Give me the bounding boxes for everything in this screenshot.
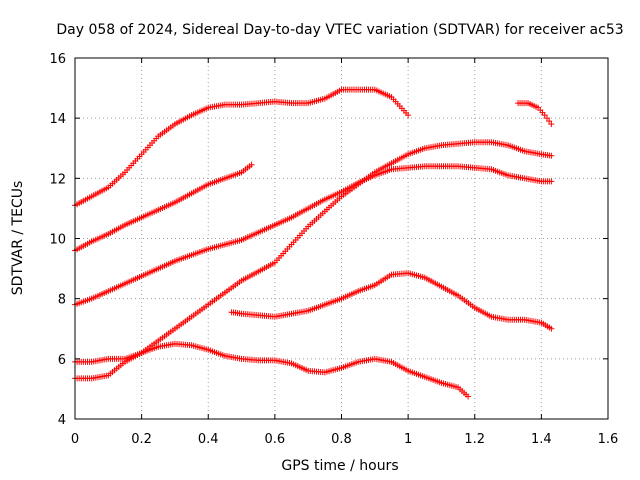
series-track-4 [72,139,555,365]
series-track-7 [515,100,555,128]
data-point [548,152,555,159]
y-tick-label: 14 [49,112,66,127]
x-tick-label: 0 [71,432,79,447]
axis-ticks [74,57,609,420]
x-tick-label: 1.6 [598,432,619,447]
series-track-5 [72,340,472,400]
x-tick-label: 0.2 [131,432,152,447]
x-tick-labels: 0 0.2 0.4 0.6 0.8 1 1.2 1.4 1.6 [71,432,618,447]
x-tick-label: 1 [404,432,412,447]
data-point [405,112,412,119]
y-axis-label: SDTVAR / TECUs [10,181,26,296]
series-track-2 [72,161,255,254]
y-tick-label: 16 [49,52,66,67]
data-point [546,118,553,125]
data-point [248,161,255,168]
series-track-3 [72,163,555,308]
series-track-1 [72,86,412,209]
x-tick-label: 1.4 [531,432,552,447]
data-points [72,86,555,400]
x-tick-label: 1.2 [464,432,485,447]
data-point [548,178,555,185]
x-tick-label: 0.6 [265,432,286,447]
chart-title: Day 058 of 2024, Sidereal Day-to-day VTE… [56,22,623,38]
data-point [543,115,550,122]
grid-lines [75,58,608,419]
y-tick-label: 8 [58,293,66,308]
y-tick-labels: 4 6 8 10 12 14 16 [49,52,66,428]
data-point [541,112,548,119]
y-tick-label: 10 [49,233,66,248]
data-point [465,393,472,400]
y-tick-label: 4 [58,413,66,428]
x-axis-label: GPS time / hours [281,458,398,474]
series-track-6 [228,270,555,332]
data-point [548,325,555,332]
x-tick-label: 0.8 [331,432,352,447]
x-tick-label: 0.4 [198,432,219,447]
y-tick-label: 6 [58,353,66,368]
data-point [548,121,555,128]
y-tick-label: 12 [49,172,66,187]
